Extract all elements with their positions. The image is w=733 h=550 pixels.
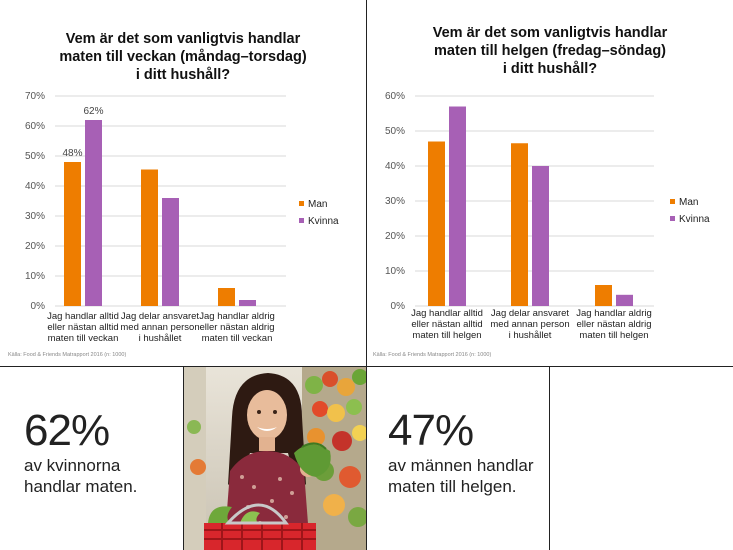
- category-label: Jag handlar aldrig: [576, 308, 652, 319]
- category-label: eller nästan aldrig: [200, 322, 275, 333]
- source-note: Källa: Food & Friends Matrapport 2016 (n…: [373, 352, 492, 358]
- bar-man: [64, 162, 81, 306]
- chart-title-weekdays: Vem är det som vanligtvis handlar maten …: [0, 30, 366, 84]
- photo-woman-shopping: [184, 367, 366, 550]
- chart-title-line: Vem är det som vanligtvis handlar: [65, 31, 301, 47]
- bar-kvinna: [239, 300, 256, 306]
- bar-kvinna: [616, 294, 633, 306]
- y-tick-label: 0%: [31, 301, 46, 312]
- legend-swatch-man: [670, 199, 675, 204]
- stat-panel-women: 62% av kvinnorna handlar maten.: [0, 367, 183, 550]
- bar-kvinna: [449, 106, 466, 306]
- y-tick-label: 60%: [25, 121, 45, 132]
- legend-label-kvinna: Kvinna: [308, 216, 339, 227]
- y-tick-label: 70%: [25, 91, 45, 102]
- stat-caption-line: av kvinnorna: [24, 456, 121, 475]
- chart-title-line: i ditt hushåll?: [135, 67, 231, 83]
- y-tick-label: 40%: [25, 181, 45, 192]
- category-label: maten till helgen: [412, 330, 481, 341]
- category-label: maten till veckan: [202, 333, 273, 344]
- stat-value: 62%: [24, 406, 110, 455]
- source-note: Källa: Food & Friends Matrapport 2016 (n…: [8, 352, 127, 358]
- chart-title-line: maten till veckan (måndag–torsdag): [59, 49, 307, 65]
- divider-vertical: [549, 367, 550, 550]
- category-label: Jag delar ansvaret: [491, 308, 570, 319]
- legend-label-man: Man: [679, 197, 698, 208]
- y-tick-label: 10%: [385, 266, 405, 277]
- chart-title-weekend: Vem är det som vanligtvis handlar maten …: [367, 24, 733, 78]
- category-label: eller nästan aldrig: [577, 319, 652, 330]
- data-label: 62%: [83, 106, 103, 117]
- bar-man: [141, 169, 158, 306]
- divider-vertical: [366, 0, 367, 550]
- category-label: Jag handlar alltid: [47, 311, 119, 322]
- stat-caption-line: av männen handlar: [388, 456, 534, 475]
- chart-panel-weekdays: Vem är det som vanligtvis handlar maten …: [0, 0, 366, 366]
- bar-man: [595, 285, 612, 306]
- category-label: i hushållet: [509, 330, 552, 341]
- y-tick-label: 30%: [385, 196, 405, 207]
- category-label: maten till helgen: [579, 330, 648, 341]
- legend-swatch-man: [299, 201, 304, 206]
- stat-caption-line: maten till helgen.: [388, 477, 517, 496]
- stat-panel-men: 47% av männen handlar maten till helgen.: [367, 367, 549, 550]
- stat-caption: av kvinnorna handlar maten.: [24, 455, 137, 497]
- empty-panel: [550, 367, 733, 550]
- bar-man: [428, 141, 445, 306]
- chart-title-line: maten till helgen (fredag–söndag): [433, 43, 667, 59]
- legend-label-man: Man: [308, 199, 327, 210]
- bar-kvinna: [85, 120, 102, 306]
- y-tick-label: 0%: [391, 301, 406, 312]
- category-label: Jag handlar alltid: [411, 308, 483, 319]
- y-tick-label: 20%: [385, 231, 405, 242]
- divider-vertical: [183, 367, 184, 550]
- stat-value: 47%: [388, 406, 474, 455]
- bar-man: [218, 288, 235, 306]
- data-label: 48%: [62, 148, 82, 159]
- y-tick-label: 50%: [25, 151, 45, 162]
- category-label: eller nästan alltid: [47, 322, 118, 333]
- y-tick-label: 40%: [385, 161, 405, 172]
- chart-panel-weekend: Vem är det som vanligtvis handlar maten …: [367, 0, 733, 366]
- shopping-photo-illustration: [184, 367, 366, 550]
- y-tick-label: 10%: [25, 271, 45, 282]
- chart-title-line: i ditt hushåll?: [502, 61, 598, 77]
- category-label: Jag handlar aldrig: [199, 311, 275, 322]
- category-label: maten till veckan: [48, 333, 119, 344]
- category-label: eller nästan alltid: [411, 319, 482, 330]
- stat-caption: av männen handlar maten till helgen.: [388, 455, 534, 497]
- category-label: Jag delar ansvaret: [121, 311, 200, 322]
- y-tick-label: 60%: [385, 91, 405, 102]
- legend-swatch-kvinna: [299, 218, 304, 223]
- bar-chart-weekdays: 0% 10% 20% 30% 40% 50% 60% 70% 48% 62% Jag handlar…: [25, 91, 339, 344]
- y-tick-label: 50%: [385, 126, 405, 137]
- legend-swatch-kvinna: [670, 216, 675, 221]
- legend-label-kvinna: Kvinna: [679, 214, 710, 225]
- category-label: med annan person: [120, 322, 199, 333]
- stat-caption-line: handlar maten.: [24, 477, 138, 496]
- bar-kvinna: [162, 198, 179, 306]
- bar-man: [511, 143, 528, 306]
- divider-horizontal: [0, 366, 733, 367]
- category-label: i hushållet: [139, 333, 182, 344]
- y-tick-label: 30%: [25, 211, 45, 222]
- category-label: med annan person: [490, 319, 569, 330]
- y-tick-label: 20%: [25, 241, 45, 252]
- bar-chart-weekend: 0%10%20%30%40%50%60%Jag handlar alltidel…: [385, 91, 710, 341]
- chart-title-line: Vem är det som vanligtvis handlar: [432, 25, 668, 41]
- bar-kvinna: [532, 166, 549, 306]
